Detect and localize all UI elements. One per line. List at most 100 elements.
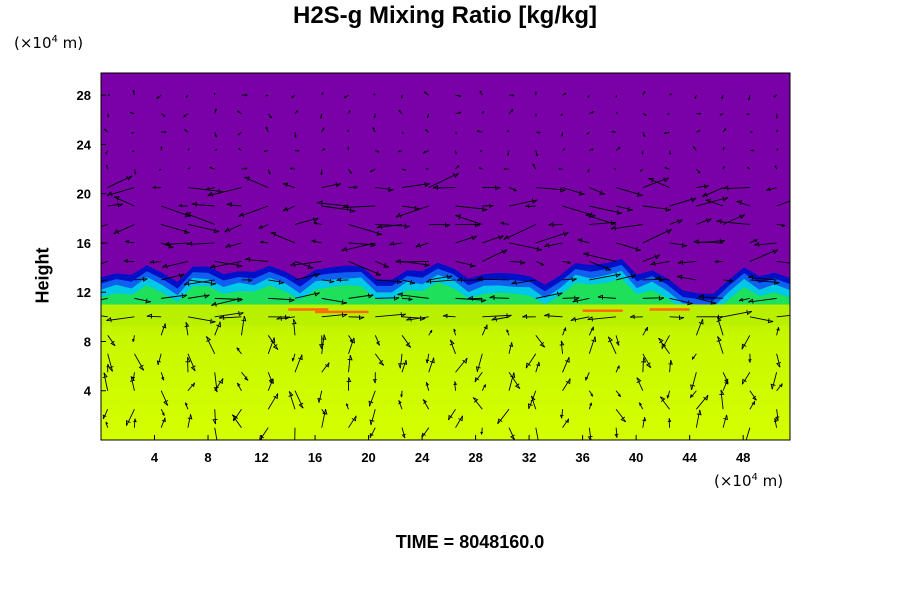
wind-vector xyxy=(133,418,137,428)
wind-vector-shaft xyxy=(415,242,429,248)
wind-vector-head xyxy=(489,295,495,301)
wind-vector xyxy=(214,131,217,138)
wind-vector-head xyxy=(773,418,778,423)
wind-vector-head xyxy=(397,292,403,298)
wind-vector-head xyxy=(96,242,100,246)
wind-vector-head xyxy=(243,376,249,381)
wind-vector-head xyxy=(168,243,174,249)
wind-vector-shaft xyxy=(572,297,590,303)
wind-vector-head xyxy=(329,279,335,284)
wind-vector xyxy=(736,200,751,207)
wind-vector-head xyxy=(798,196,803,200)
wind-vector xyxy=(489,295,510,301)
wind-vector-head xyxy=(539,341,546,348)
wind-vector xyxy=(562,205,596,218)
wind-vector xyxy=(161,273,185,281)
wind-vector xyxy=(373,113,376,118)
wind-vector xyxy=(294,150,300,153)
wind-vector-head xyxy=(738,297,744,302)
wind-vector xyxy=(241,371,249,381)
wind-vector xyxy=(236,382,242,391)
wind-vector-head xyxy=(237,263,243,269)
wind-vector xyxy=(236,347,242,355)
wind-vector xyxy=(348,293,374,299)
wind-vector-shaft xyxy=(562,327,566,336)
wind-vector xyxy=(746,113,751,116)
wind-vector-head xyxy=(754,239,758,243)
wind-vector-shaft xyxy=(776,260,790,264)
wind-vector xyxy=(107,202,123,208)
wind-vector xyxy=(107,175,133,188)
wind-vector-head xyxy=(313,221,317,225)
wind-vector xyxy=(765,187,777,192)
wind-vector-head xyxy=(132,150,134,153)
wind-vector xyxy=(238,205,269,218)
wind-vector-head xyxy=(394,295,400,301)
x-tick-label: 40 xyxy=(629,450,643,465)
wind-vector-head xyxy=(563,327,567,332)
heatmap-field xyxy=(101,73,790,440)
wind-vector-head xyxy=(454,152,457,155)
wind-vector-head xyxy=(666,228,672,234)
wind-vector-head xyxy=(184,212,191,218)
wind-vector xyxy=(233,408,242,422)
wind-vector xyxy=(629,314,643,320)
wind-vector-head xyxy=(432,184,438,191)
wind-vector-head xyxy=(482,111,485,113)
wind-vector-head xyxy=(268,378,273,384)
wind-vector xyxy=(562,276,577,282)
wind-vector-shaft xyxy=(589,261,612,271)
wind-vector-head xyxy=(559,414,564,419)
wind-vector xyxy=(375,279,403,285)
wind-vector xyxy=(294,217,319,225)
wind-vector-head xyxy=(767,318,774,324)
wind-vector-head xyxy=(405,342,412,348)
wind-vector xyxy=(722,372,729,384)
wind-vector xyxy=(187,224,220,234)
wind-vector-head xyxy=(452,172,459,178)
wind-vector xyxy=(258,224,269,230)
wind-vector-head xyxy=(130,111,133,114)
wind-vector-head xyxy=(375,341,380,346)
wind-vector-head xyxy=(507,153,510,156)
wind-vector-head xyxy=(142,276,148,282)
y-tick-label: 28 xyxy=(77,88,91,103)
wind-vector xyxy=(667,418,672,428)
wind-vector-shaft xyxy=(130,376,135,391)
wind-vector-head xyxy=(589,212,596,218)
wind-vector-head xyxy=(218,314,225,321)
wind-vector-head xyxy=(687,300,693,306)
wind-vector-shaft xyxy=(771,372,778,390)
wind-vector xyxy=(321,148,326,151)
wind-vector-shaft xyxy=(615,205,633,211)
wind-vector xyxy=(241,278,253,283)
wind-vector xyxy=(241,315,247,336)
wind-vector-head xyxy=(276,315,282,321)
wind-vector-shaft xyxy=(283,205,296,212)
wind-vector xyxy=(398,109,403,114)
wind-vector xyxy=(642,205,672,212)
wind-vector-shaft xyxy=(184,279,215,286)
wind-vector xyxy=(129,376,135,391)
wind-vector xyxy=(535,91,537,96)
wind-vector-head xyxy=(104,128,107,131)
wind-vector-shaft xyxy=(236,382,242,391)
wind-vector-shaft xyxy=(160,409,165,416)
wind-vector-head xyxy=(664,166,667,170)
wind-vector-head xyxy=(560,113,563,116)
wind-vector-shaft xyxy=(448,408,456,421)
wind-vector xyxy=(102,372,109,391)
wind-vector-head xyxy=(398,150,401,153)
wind-vector-head xyxy=(616,111,618,114)
wind-vector-head xyxy=(273,393,279,400)
wind-vector xyxy=(548,222,563,228)
wind-vector xyxy=(478,167,483,170)
wind-vector-head xyxy=(241,315,247,322)
wind-vector-head xyxy=(503,234,510,240)
wind-vector xyxy=(503,167,510,170)
wind-vector-head xyxy=(590,393,594,397)
wind-vector xyxy=(428,329,433,336)
wind-vector-head xyxy=(345,403,349,407)
wind-vector-head xyxy=(383,263,389,268)
wind-vector xyxy=(317,390,323,403)
